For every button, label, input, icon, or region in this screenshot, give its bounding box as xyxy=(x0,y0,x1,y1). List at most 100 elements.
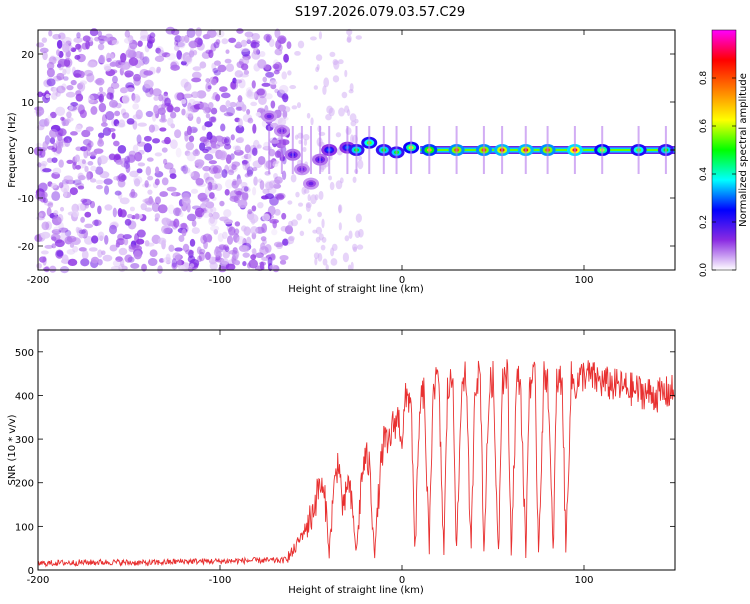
signal-stripe xyxy=(428,126,431,174)
noise-blob xyxy=(325,113,332,121)
colorbar-tick-label: 0.6 xyxy=(699,119,709,134)
x-tick-label: 0 xyxy=(399,275,405,286)
noise-blob xyxy=(289,85,297,90)
noise-blob xyxy=(225,100,231,108)
noise-blob xyxy=(191,219,197,227)
noise-blob xyxy=(155,166,160,174)
noise-blob xyxy=(225,154,232,165)
noise-blob xyxy=(144,207,153,212)
noise-blob xyxy=(357,159,364,170)
noise-blob xyxy=(215,39,221,45)
noise-blob xyxy=(53,226,62,232)
noise-blob xyxy=(94,219,99,227)
noise-blob xyxy=(219,200,225,207)
noise-blob xyxy=(268,148,276,157)
noise-blob xyxy=(95,179,104,185)
noise-blob xyxy=(196,90,207,99)
noise-blob xyxy=(70,102,78,107)
noise-blob xyxy=(352,246,358,253)
noise-blob xyxy=(52,56,62,61)
noise-blob xyxy=(75,182,84,188)
noise-blob xyxy=(274,150,282,158)
noise-blob xyxy=(219,104,227,113)
noise-blob xyxy=(182,167,191,174)
noise-blob xyxy=(204,251,211,261)
noise-blob xyxy=(56,49,61,56)
colorbar-tick-label: 0.2 xyxy=(699,215,709,229)
noise-blob xyxy=(259,180,265,190)
noise-blob xyxy=(133,250,142,260)
noise-blob xyxy=(83,236,94,245)
noise-blob xyxy=(208,160,217,165)
noise-blob xyxy=(92,219,102,226)
noise-blob xyxy=(78,229,86,235)
noise-blob xyxy=(281,71,287,80)
noise-blob xyxy=(47,115,53,123)
noise-blob xyxy=(357,155,363,161)
noise-blob xyxy=(190,188,199,194)
noise-blob xyxy=(167,204,175,215)
noise-blob xyxy=(199,102,209,111)
colorbar-tick-label: 0.0 xyxy=(699,263,709,278)
noise-blob xyxy=(214,183,223,191)
noise-blob xyxy=(282,110,288,119)
noise-blob xyxy=(189,171,195,177)
noise-blob xyxy=(207,181,213,192)
noise-blob xyxy=(84,211,92,218)
noise-blob xyxy=(98,102,107,113)
noise-blob xyxy=(205,201,215,209)
noise-blob xyxy=(158,49,165,57)
noise-blob xyxy=(154,178,160,186)
noise-blob xyxy=(318,233,324,241)
noise-blob xyxy=(287,70,292,76)
noise-blob xyxy=(244,173,250,178)
noise-blob xyxy=(49,265,57,273)
noise-blob xyxy=(66,84,74,91)
noise-blob xyxy=(269,264,277,270)
noise-blob xyxy=(176,92,185,101)
noise-blob xyxy=(315,66,320,73)
noise-blob xyxy=(168,244,175,252)
noise-blob xyxy=(67,105,77,111)
noise-blob xyxy=(182,164,188,175)
noise-blob xyxy=(258,96,267,105)
noise-blob xyxy=(197,255,202,263)
noise-blob xyxy=(195,27,202,37)
noise-blob xyxy=(234,145,241,153)
noise-blob xyxy=(49,137,56,145)
noise-blob xyxy=(109,244,118,252)
noise-blob xyxy=(113,119,120,127)
noise-blob xyxy=(133,73,141,82)
signal-stripe xyxy=(664,126,667,174)
noise-blob xyxy=(52,167,62,175)
noise-blob xyxy=(62,43,70,53)
noise-blob xyxy=(246,166,254,175)
colorbar-label: Normalized spectral amplitude xyxy=(738,73,749,227)
noise-blob xyxy=(225,63,235,73)
noise-blob xyxy=(237,136,245,144)
noise-blob xyxy=(83,149,89,159)
noise-blob xyxy=(161,177,169,186)
x-tick-label: 0 xyxy=(399,575,405,586)
noise-blob xyxy=(110,82,120,90)
noise-blob xyxy=(235,106,243,111)
noise-blob xyxy=(247,209,253,215)
noise-blob xyxy=(174,129,182,139)
noise-blob xyxy=(174,92,183,101)
noise-blob xyxy=(180,52,191,63)
y-tick-label: 10 xyxy=(21,98,34,109)
noise-blob xyxy=(250,101,258,107)
noise-blob xyxy=(103,178,113,185)
noise-blob xyxy=(356,244,364,250)
noise-blob xyxy=(120,52,127,63)
noise-blob xyxy=(236,235,245,245)
noise-blob xyxy=(281,170,287,181)
noise-blob xyxy=(98,155,108,165)
noise-blob xyxy=(212,164,222,174)
noise-blob xyxy=(111,132,116,140)
noise-blob xyxy=(101,250,106,256)
noise-blob xyxy=(184,132,189,142)
noise-blob xyxy=(346,28,353,36)
noise-blob xyxy=(142,56,150,65)
